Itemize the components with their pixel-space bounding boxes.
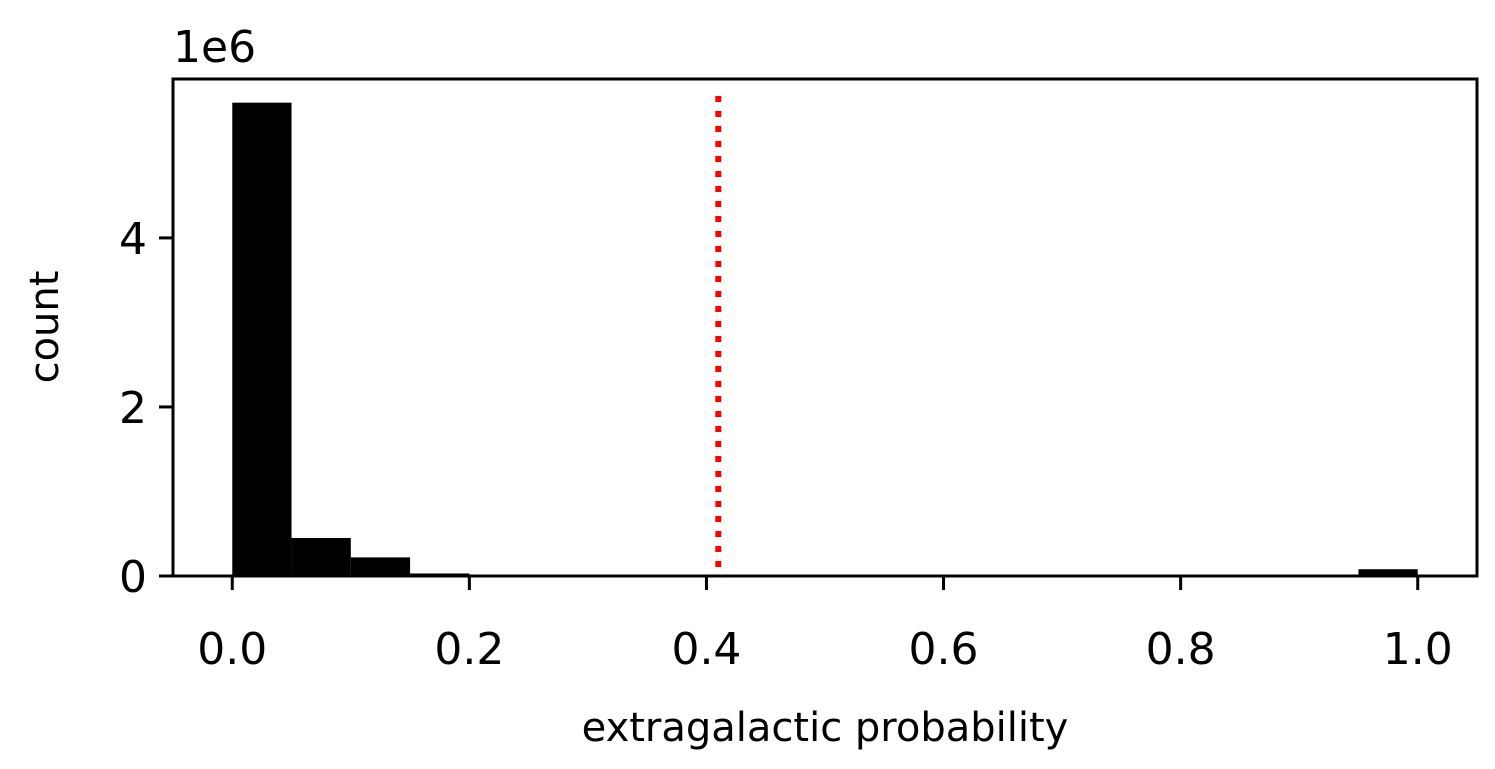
y-tick-label: 4 (119, 214, 147, 265)
histogram-bar-19 (1358, 569, 1418, 576)
x-tick-label: 1.0 (1383, 624, 1453, 675)
y-tick-label: 2 (119, 383, 147, 434)
histogram-bar-2 (350, 557, 411, 576)
histogram-bars (232, 102, 1418, 577)
histogram-bar-1 (291, 537, 351, 576)
y-tick-label: 0 (119, 552, 147, 603)
x-axis-label: extragalactic probability (582, 705, 1069, 751)
x-tick-label: 0.2 (434, 624, 504, 675)
y-axis-ticks: 0 2 4 (119, 214, 173, 603)
plot-frame (171, 77, 1479, 578)
y-axis-label: count (22, 271, 68, 384)
y-offset-label: 1e6 (173, 22, 256, 73)
histogram-bar-0 (232, 102, 292, 577)
x-axis-ticks: 0.0 0.2 0.4 0.6 0.8 1.0 (197, 576, 1453, 675)
x-tick-label: 0.0 (197, 624, 267, 675)
x-tick-label: 0.4 (671, 624, 741, 675)
x-tick-label: 0.8 (1146, 624, 1216, 675)
x-tick-label: 0.6 (909, 624, 979, 675)
